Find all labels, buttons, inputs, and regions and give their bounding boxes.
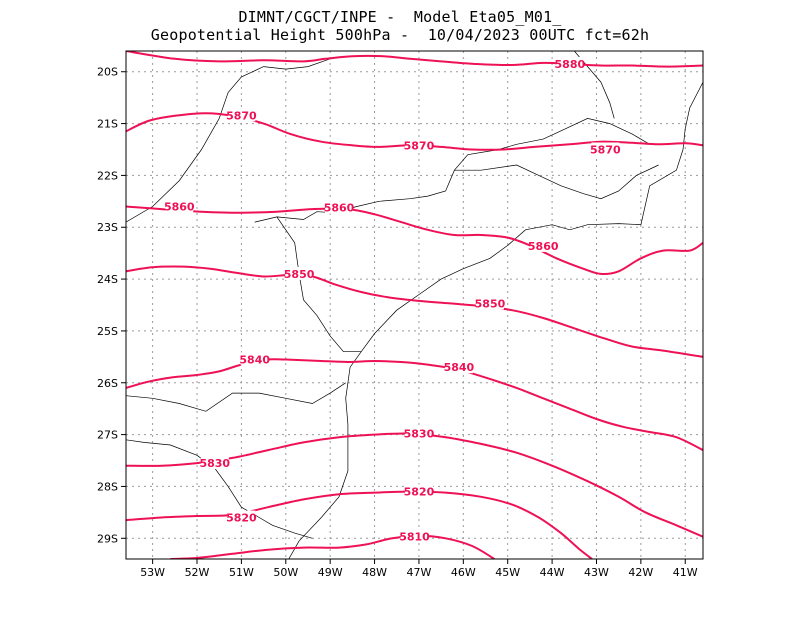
contour-5820 bbox=[126, 490, 593, 559]
lat-tick-label: 23S bbox=[97, 221, 118, 234]
contour-5860 bbox=[126, 205, 703, 276]
contour-5880 bbox=[126, 51, 703, 68]
lat-tick-label: 29S bbox=[97, 532, 118, 545]
border-1-line bbox=[126, 55, 348, 223]
lat-tick-label: 27S bbox=[97, 429, 118, 442]
lon-tick-label: 50W bbox=[273, 566, 298, 579]
contour-label-bg bbox=[529, 238, 558, 252]
contour-label-bg bbox=[240, 352, 269, 366]
lat-tick-label: 20S bbox=[97, 66, 118, 79]
brazil-coast-line bbox=[288, 81, 703, 559]
contour-label-bg bbox=[165, 199, 194, 213]
lat-tick-label: 21S bbox=[97, 118, 118, 131]
graticule-grid bbox=[126, 51, 703, 559]
lat-tick-label: 24S bbox=[97, 273, 118, 286]
lon-tick-label: 44W bbox=[540, 566, 565, 579]
contour-5810 bbox=[170, 534, 495, 559]
border-5-line bbox=[126, 439, 313, 539]
contour-label-5860: 5860 bbox=[528, 240, 559, 253]
contour-5850 bbox=[126, 265, 703, 358]
contour-label-5870: 5870 bbox=[226, 109, 257, 122]
lon-tick-label: 47W bbox=[407, 566, 432, 579]
contour-label-5830: 5830 bbox=[199, 457, 230, 470]
contour-label-5810: 5810 bbox=[399, 531, 430, 544]
lon-tick-label: 52W bbox=[185, 566, 210, 579]
plot-frame bbox=[125, 50, 704, 560]
contour-label-5850: 5850 bbox=[284, 268, 315, 281]
lon-tick-label: 49W bbox=[318, 566, 343, 579]
lat-tick-label: 22S bbox=[97, 169, 118, 182]
contour-label-bg bbox=[200, 456, 229, 470]
lon-tick-label: 51W bbox=[229, 566, 254, 579]
border-6-line bbox=[454, 164, 659, 200]
lon-tick-label: 48W bbox=[362, 566, 387, 579]
contour-label-bg bbox=[475, 296, 504, 310]
contour-label-bg bbox=[285, 266, 314, 280]
contour-label-bg bbox=[404, 484, 433, 498]
contour-label-5860: 5860 bbox=[164, 201, 195, 214]
contour-label-5840: 5840 bbox=[239, 353, 270, 366]
border-3-line bbox=[276, 216, 362, 353]
contour-label-5820: 5820 bbox=[404, 486, 435, 499]
contour-label-5850: 5850 bbox=[475, 297, 506, 310]
contour-label-bg bbox=[555, 56, 584, 70]
contour-label-5870: 5870 bbox=[590, 143, 621, 156]
lon-tick-label: 42W bbox=[628, 566, 653, 579]
lon-tick-label: 53W bbox=[140, 566, 165, 579]
lon-tick-label: 46W bbox=[451, 566, 476, 579]
contour-label-5880: 5880 bbox=[555, 58, 586, 71]
contour-label-5820: 5820 bbox=[226, 512, 257, 525]
contour-label-bg bbox=[444, 360, 473, 374]
contour-label-5840: 5840 bbox=[444, 361, 475, 374]
lat-tick-label: 26S bbox=[97, 377, 118, 390]
axis-ticks: 53W 52W 51W 50W 49W 48W 47W 46W 45W 44W 43W 42W 41W 2… bbox=[97, 66, 698, 579]
contour-label-bg bbox=[591, 142, 620, 156]
contour-5840 bbox=[126, 358, 703, 452]
border-2-line bbox=[254, 118, 650, 223]
title-line-2: Geopotential Height 500hPa - 10/04/2023 … bbox=[150, 26, 650, 44]
contour-label-bg bbox=[325, 200, 354, 214]
height-contours bbox=[126, 51, 703, 559]
contour-label-bg bbox=[227, 510, 256, 524]
lat-tick-label: 25S bbox=[97, 325, 118, 338]
contour-label-5870: 5870 bbox=[404, 139, 435, 152]
coastlines bbox=[126, 51, 703, 559]
contour-label-bg bbox=[404, 138, 433, 152]
lon-tick-label: 41W bbox=[673, 566, 698, 579]
contour-label-bg bbox=[400, 529, 429, 543]
lon-tick-label: 43W bbox=[584, 566, 609, 579]
contour-label-5860: 5860 bbox=[324, 202, 355, 215]
lat-tick-label: 28S bbox=[97, 480, 118, 493]
title-line-1: DIMNT/CGCT/INPE - Model Eta05_M01_ bbox=[238, 8, 562, 26]
contour-label-5830: 5830 bbox=[404, 428, 435, 441]
contour-label-bg bbox=[404, 426, 433, 440]
lon-tick-label: 45W bbox=[495, 566, 520, 579]
contour-label-bg bbox=[227, 108, 256, 122]
border-4-line bbox=[126, 382, 346, 412]
contour-labels: 5880 5870 5870 5870 5860 5860 5860 5850 5850 5840… bbox=[164, 56, 621, 544]
